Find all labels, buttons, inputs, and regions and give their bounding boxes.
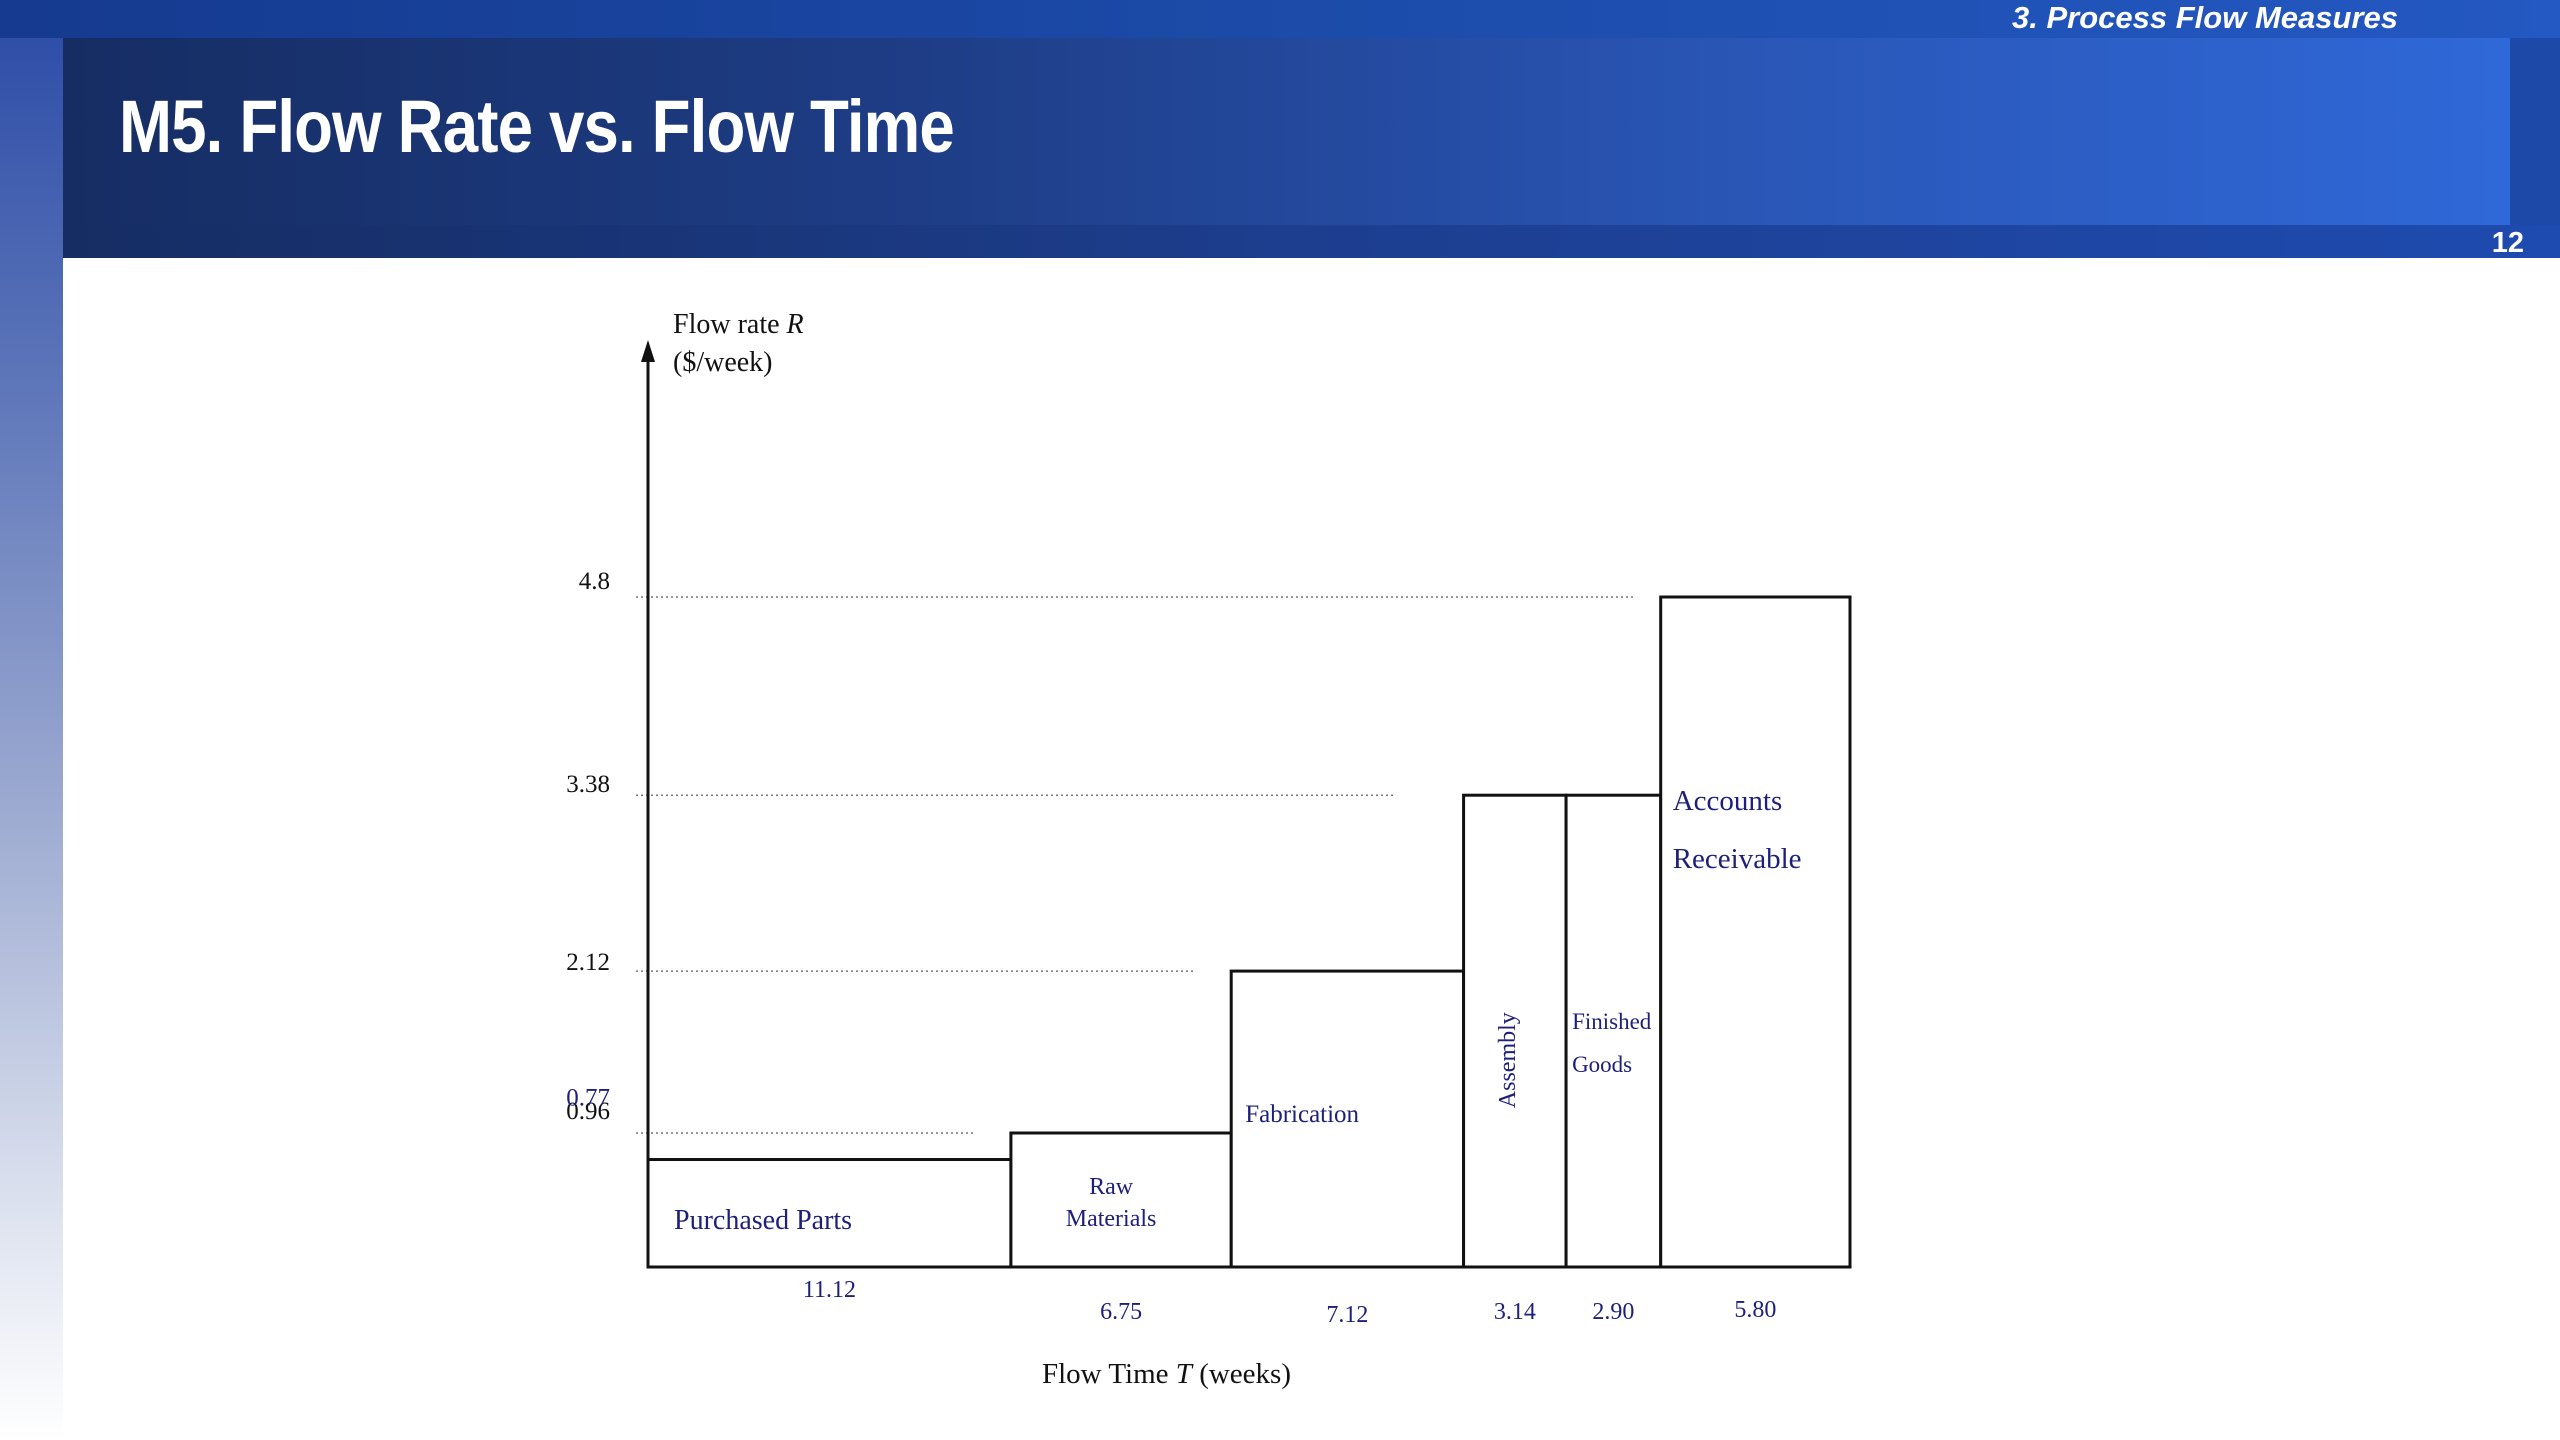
chart-gridlines [636,596,1633,1134]
chart-bars [646,595,1852,1269]
left-decorative-strip [0,0,63,1440]
bar-label-1-line-0: Raw [1089,1174,1134,1200]
x-flow-time-label-0: 11.12 [803,1277,856,1303]
y-tick-label-2: 2.12 [566,949,610,976]
bar-5 [1659,595,1852,1269]
bar-label-4-line-0: Finished [1572,1009,1652,1034]
slide-title: M5. Flow Rate vs. Flow Time [119,85,955,168]
top-band: 3. Process Flow Measures [0,0,2560,38]
chart-text: 4.8 3.38 2.12 0.960.77 11.12 Purchased Parts 6… [566,309,1801,1390]
bar-label-4-line-1: Goods [1572,1052,1632,1077]
y-axis-title: Flow rate R [673,309,804,340]
x-flow-time-label-2: 7.12 [1326,1302,1368,1328]
y-tick-label-1: 3.38 [566,771,610,798]
page-number: 12 [2491,227,2524,259]
bar-label-2-line-0: Fabrication [1245,1101,1359,1128]
x-flow-time-label-4: 2.90 [1592,1299,1634,1325]
section-label: 3. Process Flow Measures [2012,0,2398,35]
bar-1 [1009,1131,1233,1269]
x-flow-time-label-5: 5.80 [1734,1297,1776,1323]
title-bar-notch [2510,38,2560,225]
bar-label-1-line-1: Materials [1066,1206,1157,1232]
y-axis-unit: ($/week) [673,347,773,378]
bar-4 [1564,793,1663,1269]
bar-label-5-line-1: Receivable [1673,843,1802,875]
x-axis-title: Flow Time T (weeks) [1042,1358,1291,1390]
bar-label-3: Assembly [1495,1012,1521,1108]
x-flow-time-label-1: 6.75 [1100,1299,1142,1325]
chart-axes [641,340,1850,1269]
header-bottom-band [63,225,2560,258]
y-axis-arrow-icon [641,340,655,362]
y-tick-label-0: 4.8 [579,568,610,595]
x-flow-time-label-3: 3.14 [1494,1299,1536,1325]
bar-label-5-line-0: Accounts [1673,785,1783,817]
bar-label-0-line-0: Purchased Parts [674,1205,852,1236]
y-tick-label-3: 0.96 [566,1098,610,1125]
title-bar: M5. Flow Rate vs. Flow Time [63,38,2510,225]
y-tick-label-4: 0.77 [566,1085,610,1112]
bar-2 [1229,969,1466,1269]
